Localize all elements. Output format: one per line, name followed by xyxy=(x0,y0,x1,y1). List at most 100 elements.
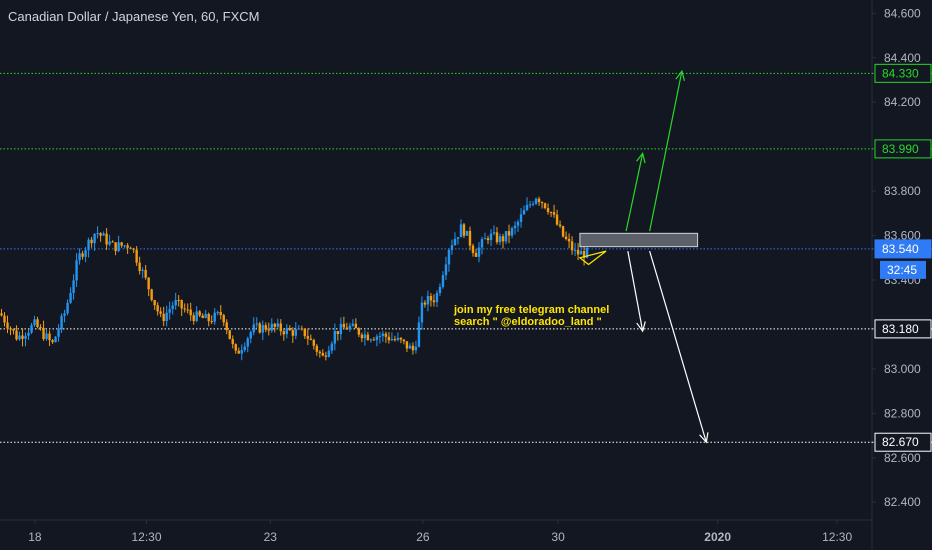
candle-body xyxy=(570,241,574,251)
candle-body xyxy=(417,322,421,347)
candle-body xyxy=(129,247,132,249)
x-tick-label: 23 xyxy=(264,530,278,544)
candle-body xyxy=(471,245,475,253)
candle-body xyxy=(477,247,481,257)
candle-body xyxy=(426,296,430,305)
candle-body xyxy=(333,331,337,344)
candle-body xyxy=(126,245,129,248)
candle-body xyxy=(399,337,403,340)
candle-body xyxy=(255,323,258,325)
candle-body xyxy=(24,335,27,339)
candle-body xyxy=(177,300,180,302)
candle-body xyxy=(300,328,304,330)
candle-body xyxy=(372,339,376,341)
candle-body xyxy=(153,300,156,306)
projection-arrow xyxy=(627,251,644,332)
candle-body xyxy=(135,249,138,263)
arrow-head xyxy=(699,432,709,444)
chart-title: Canadian Dollar / Japanese Yen, 60, FXCM xyxy=(8,9,260,24)
candle-body xyxy=(564,236,568,239)
x-tick-label: 26 xyxy=(416,530,430,544)
candle-body xyxy=(12,329,15,331)
arrow-head xyxy=(636,151,646,164)
y-tick-label: 84.200 xyxy=(884,95,921,109)
candle-body xyxy=(120,242,123,246)
level-price-label: 83.540 xyxy=(882,242,919,256)
candle-body xyxy=(519,214,523,222)
candle-body xyxy=(63,313,66,316)
candle-body xyxy=(294,329,298,336)
candle-body xyxy=(579,251,583,255)
candle-body xyxy=(444,264,448,276)
candle-body xyxy=(252,324,255,333)
candle-body xyxy=(516,221,520,226)
candle-body xyxy=(522,210,526,215)
candle-body xyxy=(165,312,168,322)
candle-body xyxy=(462,224,466,236)
candle-body xyxy=(36,319,39,327)
candle-body xyxy=(468,230,472,246)
candle-body xyxy=(390,339,394,341)
candle-body xyxy=(39,326,42,328)
candle-body xyxy=(150,289,153,301)
candle-body xyxy=(18,335,21,340)
candle-body xyxy=(258,323,261,333)
candle-body xyxy=(330,343,334,351)
candle-body xyxy=(138,262,141,271)
candle-body xyxy=(282,331,285,335)
telegram-annotation-line1: join my free telegram channel xyxy=(453,304,609,316)
candle-body xyxy=(543,203,547,209)
candle-body xyxy=(147,277,150,290)
x-tick-label: 30 xyxy=(551,530,565,544)
candle-body xyxy=(381,333,385,336)
candle-body xyxy=(429,296,433,301)
candle-body xyxy=(156,305,159,312)
level-price-box xyxy=(874,432,932,452)
candle-body xyxy=(231,339,234,345)
candle-body xyxy=(60,315,63,330)
candle-body xyxy=(93,233,96,244)
candle-body xyxy=(162,313,165,322)
candle-body xyxy=(267,329,270,331)
candle-body xyxy=(552,212,556,215)
candle-body xyxy=(348,325,352,330)
candle-body xyxy=(411,345,415,351)
candle-body xyxy=(324,355,328,357)
candle-body xyxy=(168,309,171,313)
candle-body xyxy=(393,339,397,341)
y-tick-label: 82.600 xyxy=(884,451,921,465)
candle-body xyxy=(108,241,111,245)
candle-body xyxy=(192,315,195,322)
candle-body xyxy=(480,239,484,248)
candle-body xyxy=(84,250,87,257)
projection-arrow xyxy=(649,70,683,232)
candle-body xyxy=(99,233,102,236)
candle-body xyxy=(498,236,502,243)
candle-body xyxy=(375,336,379,340)
candle-body xyxy=(465,230,469,236)
candle-body xyxy=(285,328,288,335)
candle-body xyxy=(501,236,505,242)
level-price-label: 83.990 xyxy=(882,142,919,156)
candle-body xyxy=(81,253,84,257)
candle-body xyxy=(318,351,322,354)
candle-body xyxy=(354,323,358,329)
candle-body xyxy=(141,269,144,271)
candle-body xyxy=(489,233,493,241)
candle-body xyxy=(264,325,267,330)
candle-body xyxy=(525,204,529,211)
candle-body xyxy=(87,239,90,251)
candle-body xyxy=(105,233,108,245)
candle-body xyxy=(534,198,538,204)
candle-body xyxy=(180,300,183,309)
candle-body xyxy=(198,311,201,316)
level-price-box xyxy=(874,319,932,339)
candle-body xyxy=(276,323,279,327)
y-tick-label: 82.800 xyxy=(884,406,921,420)
zone-box[interactable] xyxy=(579,232,699,248)
candle-body xyxy=(243,346,246,351)
candle-body xyxy=(357,328,361,335)
candle-body xyxy=(549,212,553,214)
candle-body xyxy=(222,315,225,323)
